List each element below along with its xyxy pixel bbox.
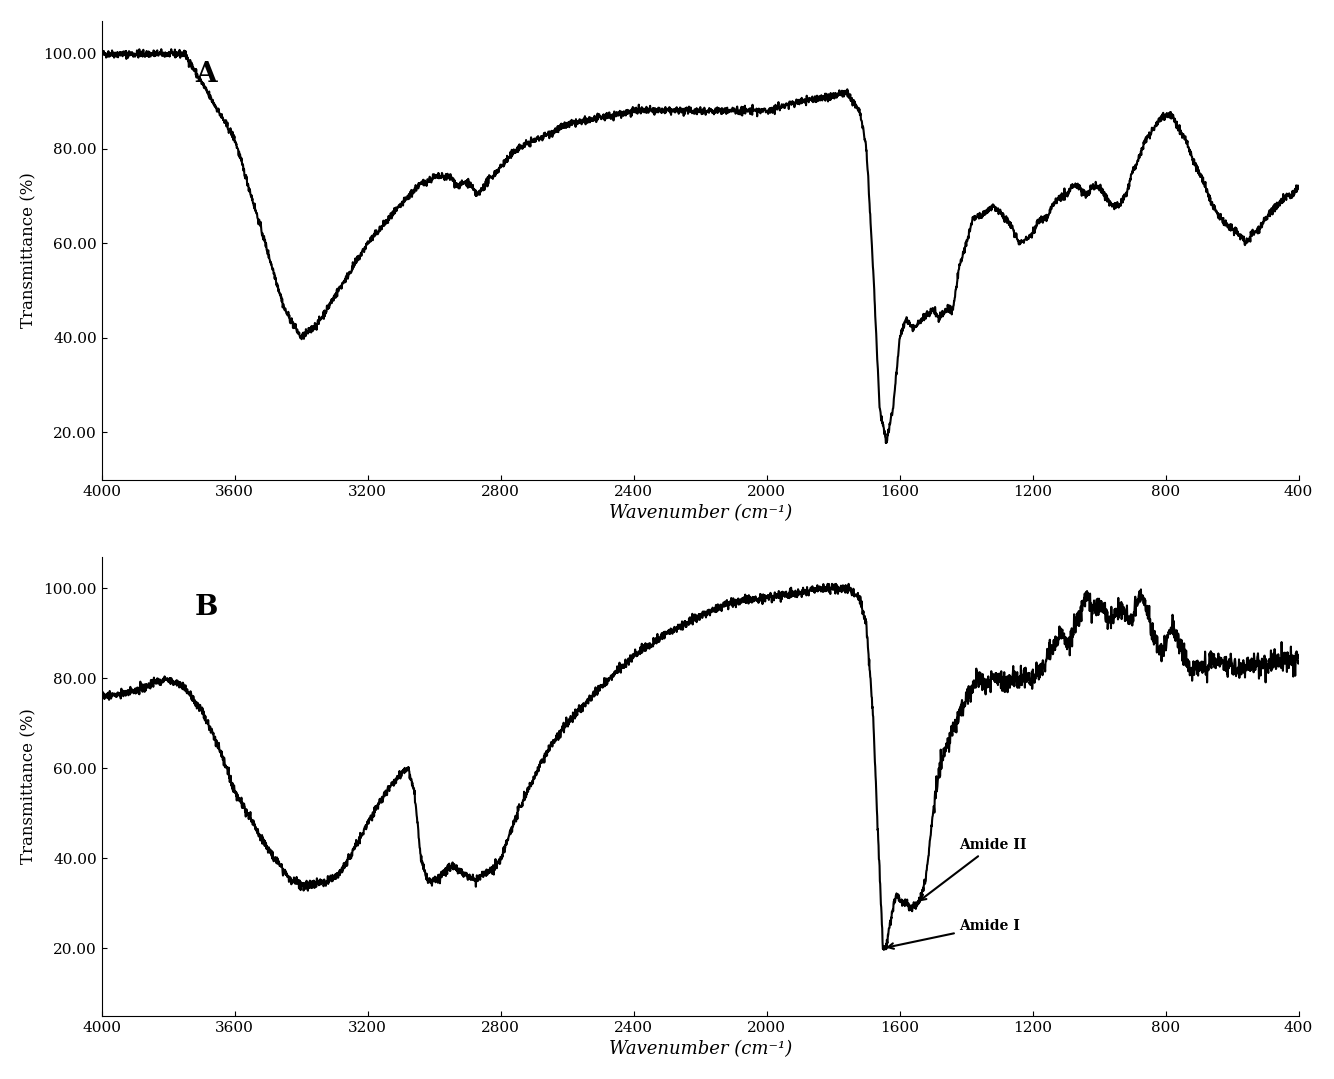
Text: Amide II: Amide II xyxy=(920,837,1027,900)
X-axis label: Wavenumber (cm⁻¹): Wavenumber (cm⁻¹) xyxy=(608,504,792,522)
Y-axis label: Transmittance (%): Transmittance (%) xyxy=(21,709,37,864)
Text: A: A xyxy=(195,62,216,88)
Text: Amide I: Amide I xyxy=(888,919,1021,948)
Text: B: B xyxy=(195,595,219,622)
X-axis label: Wavenumber (cm⁻¹): Wavenumber (cm⁻¹) xyxy=(608,1040,792,1058)
Y-axis label: Transmittance (%): Transmittance (%) xyxy=(21,173,37,328)
